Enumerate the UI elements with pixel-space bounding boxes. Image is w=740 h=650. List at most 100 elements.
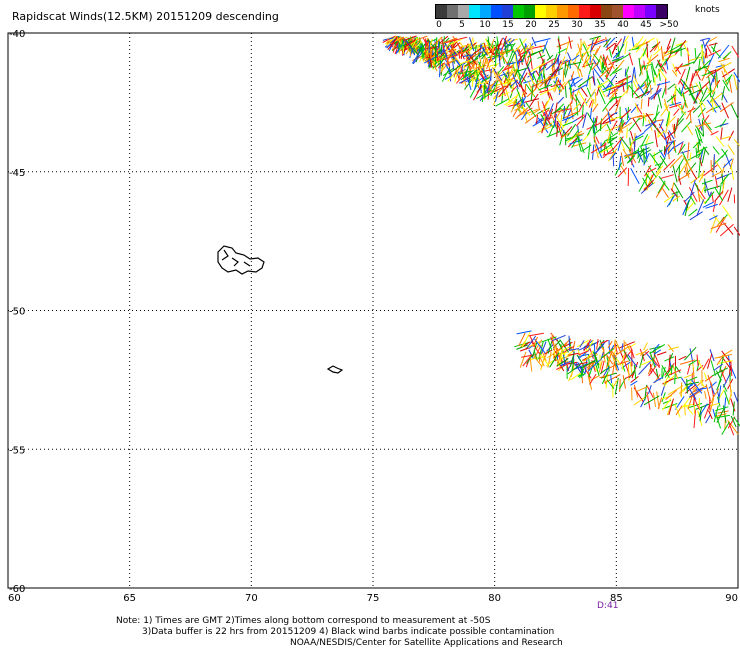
wind-barb	[401, 38, 404, 50]
wind-barb	[576, 134, 582, 152]
wind-barb	[525, 63, 531, 75]
wind-barb	[550, 74, 558, 81]
wind-barb	[660, 63, 667, 74]
wind-barb	[519, 45, 526, 55]
wind-barb	[607, 340, 613, 349]
wind-barb	[712, 388, 720, 400]
wind-barb	[500, 35, 508, 52]
wind-barb	[492, 91, 510, 100]
wind-barb	[697, 410, 703, 426]
wind-barb	[660, 57, 669, 69]
wind-barb	[672, 365, 679, 379]
wind-barb	[479, 83, 482, 94]
wind-barb	[714, 176, 718, 188]
wind-barb	[668, 346, 680, 351]
wind-barb	[710, 222, 727, 230]
wind-barb	[709, 349, 715, 362]
wind-barb	[513, 341, 530, 348]
wind-barb	[565, 40, 570, 55]
wind-barb	[703, 164, 718, 177]
wind-barb	[665, 118, 670, 134]
wind-barb	[618, 155, 622, 170]
wind-barb	[535, 79, 539, 90]
wind-barb	[639, 149, 652, 157]
wind-barb	[571, 129, 580, 139]
wind-barb	[595, 144, 603, 158]
wind-barb	[422, 51, 432, 61]
wind-barb	[529, 53, 533, 70]
wind-barb	[710, 96, 722, 110]
wind-barb	[556, 54, 560, 65]
wind-barb	[571, 84, 587, 93]
wind-barb	[716, 217, 726, 227]
wind-barb	[521, 331, 531, 348]
wind-barb	[505, 38, 519, 44]
wind-barb	[592, 59, 602, 73]
wind-barb	[463, 64, 465, 75]
wind-barb	[524, 113, 538, 124]
wind-barb	[617, 46, 623, 58]
wind-barb	[688, 388, 697, 400]
wind-barb	[524, 84, 527, 97]
wind-barb	[653, 69, 658, 78]
wind-barb	[675, 396, 685, 410]
wind-barb	[503, 78, 508, 88]
wind-barb	[648, 167, 657, 173]
wind-barb	[639, 348, 649, 356]
wind-barb	[704, 391, 707, 400]
wind-barb	[630, 376, 639, 383]
wind-barb	[722, 68, 735, 78]
wind-barb	[702, 90, 713, 103]
wind-barb	[569, 348, 580, 351]
wind-barb	[687, 142, 690, 159]
wind-barb	[444, 53, 458, 61]
wind-barb	[583, 54, 592, 69]
wind-barb	[677, 143, 686, 156]
wind-barb	[470, 51, 483, 58]
wind-barb	[538, 355, 545, 367]
legend-tick-label: 0	[436, 20, 442, 30]
wind-barb	[605, 107, 614, 121]
wind-barb	[701, 148, 706, 164]
wind-barb	[694, 128, 702, 146]
wind-barb	[579, 340, 585, 348]
wind-barb	[606, 55, 615, 70]
wind-barb	[620, 349, 633, 364]
legend-swatch	[436, 5, 447, 18]
wind-barb	[696, 127, 703, 144]
wind-barb	[537, 101, 540, 111]
wind-barb	[708, 215, 718, 221]
wind-barb	[683, 43, 690, 57]
wind-barb	[645, 54, 652, 72]
wind-barb	[721, 86, 726, 101]
note-line-2: 3)Data buffer is 22 hrs from 20151209 4)…	[142, 627, 555, 637]
wind-barb	[648, 384, 652, 394]
wind-barb	[447, 38, 462, 46]
wind-barb	[416, 35, 428, 41]
legend-swatch	[634, 5, 645, 18]
wind-barb	[705, 107, 714, 114]
wind-barb	[539, 58, 556, 68]
legend-swatch	[480, 5, 491, 18]
wind-barb	[675, 405, 683, 416]
wind-barb	[711, 80, 719, 95]
wind-barb	[710, 91, 716, 103]
wind-barb	[502, 66, 513, 72]
wind-barb	[602, 113, 615, 124]
wind-barb	[472, 60, 477, 70]
wind-barb	[665, 111, 670, 127]
wind-barb	[476, 71, 479, 80]
wind-barb	[603, 347, 605, 359]
wind-barb	[681, 396, 691, 410]
wind-barb	[603, 366, 610, 376]
wind-barb	[640, 89, 648, 99]
wind-barb	[633, 36, 644, 50]
plot-frame	[7, 32, 739, 589]
wind-barb	[720, 127, 723, 140]
wind-barb	[627, 354, 638, 368]
wind-barb	[576, 339, 590, 348]
wind-barb	[704, 181, 710, 196]
wind-barb	[607, 136, 618, 144]
wind-barb	[522, 341, 531, 347]
